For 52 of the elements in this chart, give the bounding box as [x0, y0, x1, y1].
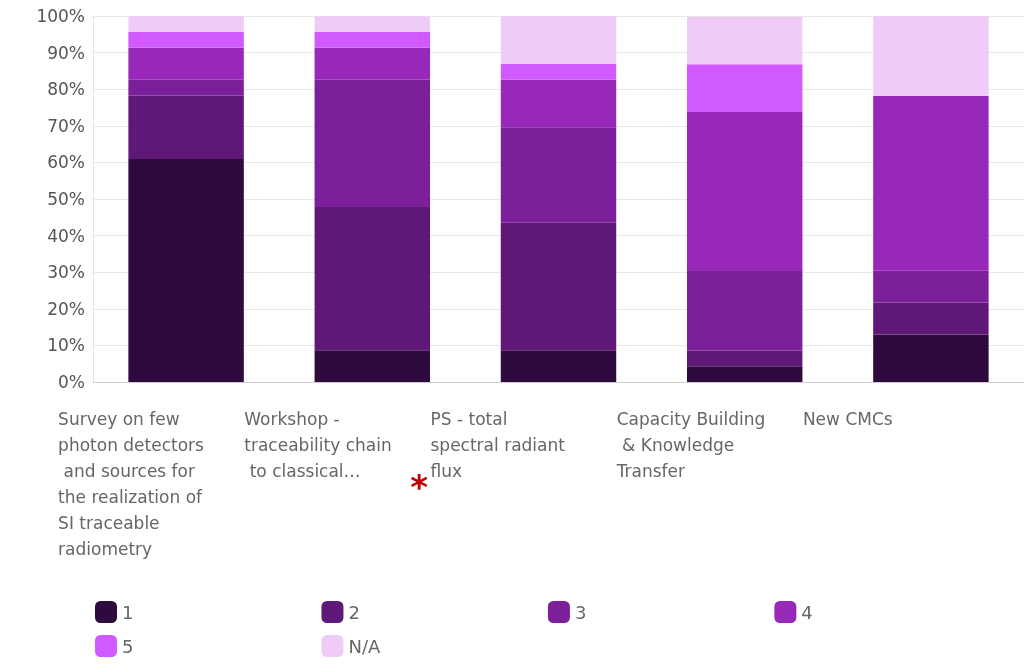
bar [686, 350, 803, 367]
bar [686, 16, 803, 65]
text: * [410, 467, 429, 507]
x-tick-label: New CMCs [802, 409, 893, 429]
y-tick-label: 80% [47, 79, 85, 100]
bar [128, 159, 244, 382]
x-tick-label: PS - total spectral radiant flux [430, 409, 571, 481]
bar [128, 47, 244, 80]
bar [873, 334, 989, 382]
y-tick-label: 10% [47, 335, 85, 356]
bar [314, 32, 431, 48]
y-tick-label: 50% [47, 189, 85, 209]
bar [686, 271, 803, 351]
y-tick-label: 60% [47, 152, 85, 173]
y-tick-label: 90% [47, 42, 85, 63]
x-tick-label: Survey on few photon detectors and sources for the realization of SI traceable radiometry [58, 409, 208, 559]
bar [500, 16, 617, 64]
legend-label: 3 [574, 601, 587, 623]
bar [500, 79, 617, 128]
bar [500, 350, 617, 382]
bar [314, 350, 431, 382]
bar [128, 16, 244, 33]
y-tick-label: 70% [47, 115, 85, 136]
bar [314, 47, 431, 80]
x-tick-label: Capacity Building & Knowledge Transfer [615, 409, 766, 481]
bar [314, 207, 431, 351]
y-tick-label: 40% [47, 225, 85, 246]
y-tick-label: 100% [36, 6, 85, 26]
legend-label: 1 [122, 601, 134, 623]
y-tick-label: 0% [58, 372, 85, 392]
bar [873, 302, 989, 335]
bar [686, 366, 803, 382]
bar [500, 127, 617, 223]
bar [873, 16, 989, 96]
legend-label: 5 [122, 635, 134, 657]
legend-label: N/A [348, 635, 381, 657]
bar [873, 95, 989, 271]
bar [128, 32, 244, 48]
bar [873, 270, 989, 303]
x-tick-label: Workshop - traceability chain to classical… [244, 409, 392, 481]
legend-label: 2 [348, 601, 360, 623]
bar [314, 16, 431, 33]
legend-label: 4 [801, 601, 813, 623]
bar [128, 95, 244, 160]
bar [500, 222, 617, 351]
bar [686, 64, 803, 112]
bar [314, 79, 431, 208]
bar [500, 63, 617, 80]
y-tick-label: 20% [47, 298, 85, 319]
y-tick-label: 30% [47, 262, 85, 283]
bar [686, 111, 803, 272]
bar [128, 79, 244, 96]
